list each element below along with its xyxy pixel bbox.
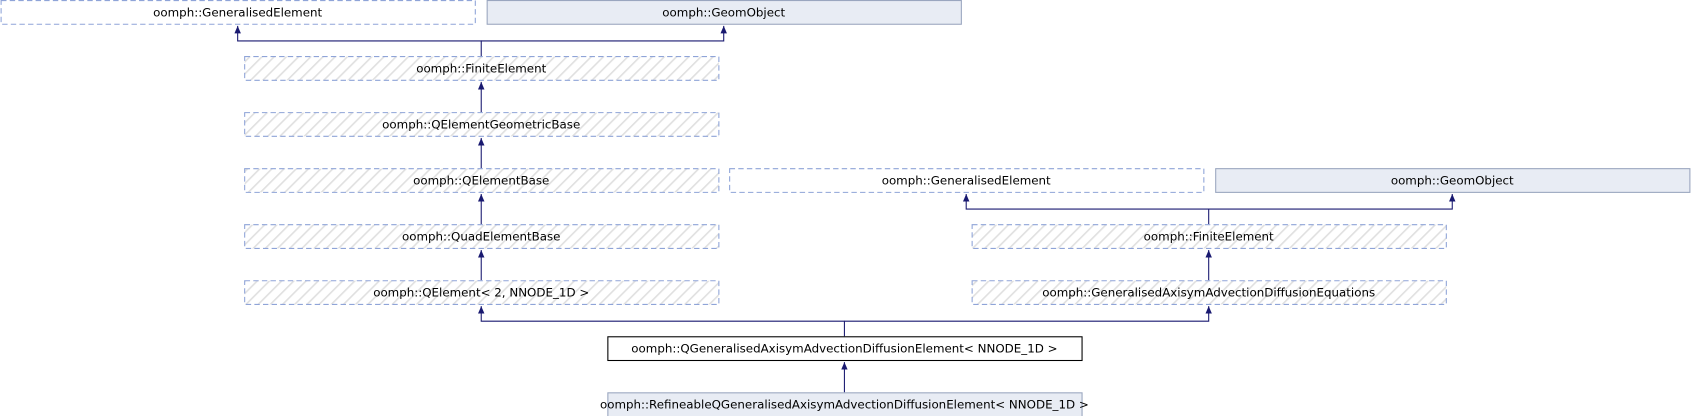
edge [962,193,1210,225]
class-box [607,336,1083,362]
class-label: oomph::GeomObject [1391,174,1514,188]
class-label: oomph::FiniteElement [1144,230,1274,244]
class-box [971,224,1447,249]
edge [481,25,727,42]
edge [844,306,1212,322]
class-label: oomph::QElement< 2, NNODE_1D > [373,286,589,300]
class-label: oomph::GeneralisedElement [882,174,1051,188]
class-label: oomph::QElementBase [413,174,549,188]
class-box [1215,168,1691,193]
class-box [244,168,720,193]
class-label: oomph::FiniteElement [416,61,546,75]
class-box [244,56,720,81]
class-box [607,392,1083,416]
edge [1208,193,1456,210]
class-label: oomph::GeneralisedAxisymAdvectionDiffusi… [1042,286,1375,300]
class-label: oomph::QuadElementBase [402,230,561,244]
class-label: oomph::QElementGeometricBase [382,118,580,132]
class-label: oomph::GeneralisedElement [153,5,322,19]
class-box [244,112,720,137]
class-box [0,0,476,25]
class-box [486,0,962,25]
class-label: oomph::GeomObject [662,5,785,19]
class-box [729,168,1205,193]
edges [234,25,1456,393]
class-label: oomph::RefineableQGeneralisedAxisymAdvec… [600,398,1089,412]
edge [234,25,482,57]
class-label: oomph::QGeneralisedAxisymAdvectionDiffus… [631,342,1057,356]
edge [477,306,845,337]
class-box [244,280,720,305]
class-box [244,224,720,249]
class-box [971,280,1447,305]
